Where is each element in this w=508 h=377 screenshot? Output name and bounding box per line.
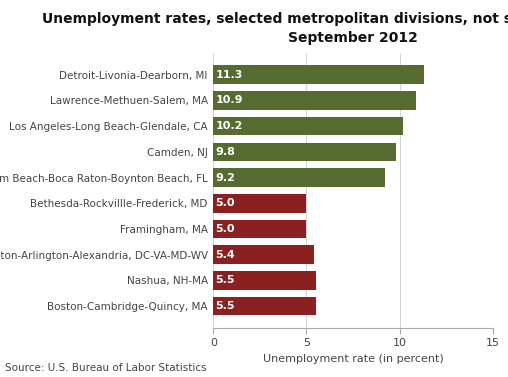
Text: 11.3: 11.3 [215, 69, 243, 80]
Bar [213, 245, 314, 264]
Bar [213, 65, 424, 84]
Text: 5.0: 5.0 [215, 224, 235, 234]
Text: 5.5: 5.5 [215, 276, 235, 285]
Text: 9.8: 9.8 [215, 147, 236, 157]
Bar [213, 168, 385, 187]
Bar [213, 297, 316, 316]
Text: 5.0: 5.0 [215, 198, 235, 208]
Text: 5.5: 5.5 [215, 301, 235, 311]
X-axis label: Unemployment rate (in percent): Unemployment rate (in percent) [263, 354, 443, 364]
Text: 5.4: 5.4 [215, 250, 235, 260]
Bar [213, 117, 403, 135]
Text: 10.9: 10.9 [215, 95, 243, 105]
Bar [213, 91, 417, 110]
Text: 10.2: 10.2 [215, 121, 243, 131]
Bar [213, 220, 306, 238]
Bar [213, 194, 306, 213]
Text: Source: U.S. Bureau of Labor Statistics: Source: U.S. Bureau of Labor Statistics [5, 363, 207, 373]
Title: Unemployment rates, selected metropolitan divisions, not seasonally adjusted,
Se: Unemployment rates, selected metropolita… [42, 12, 508, 44]
Text: 9.2: 9.2 [215, 173, 236, 182]
Bar [213, 143, 396, 161]
Bar [213, 271, 316, 290]
